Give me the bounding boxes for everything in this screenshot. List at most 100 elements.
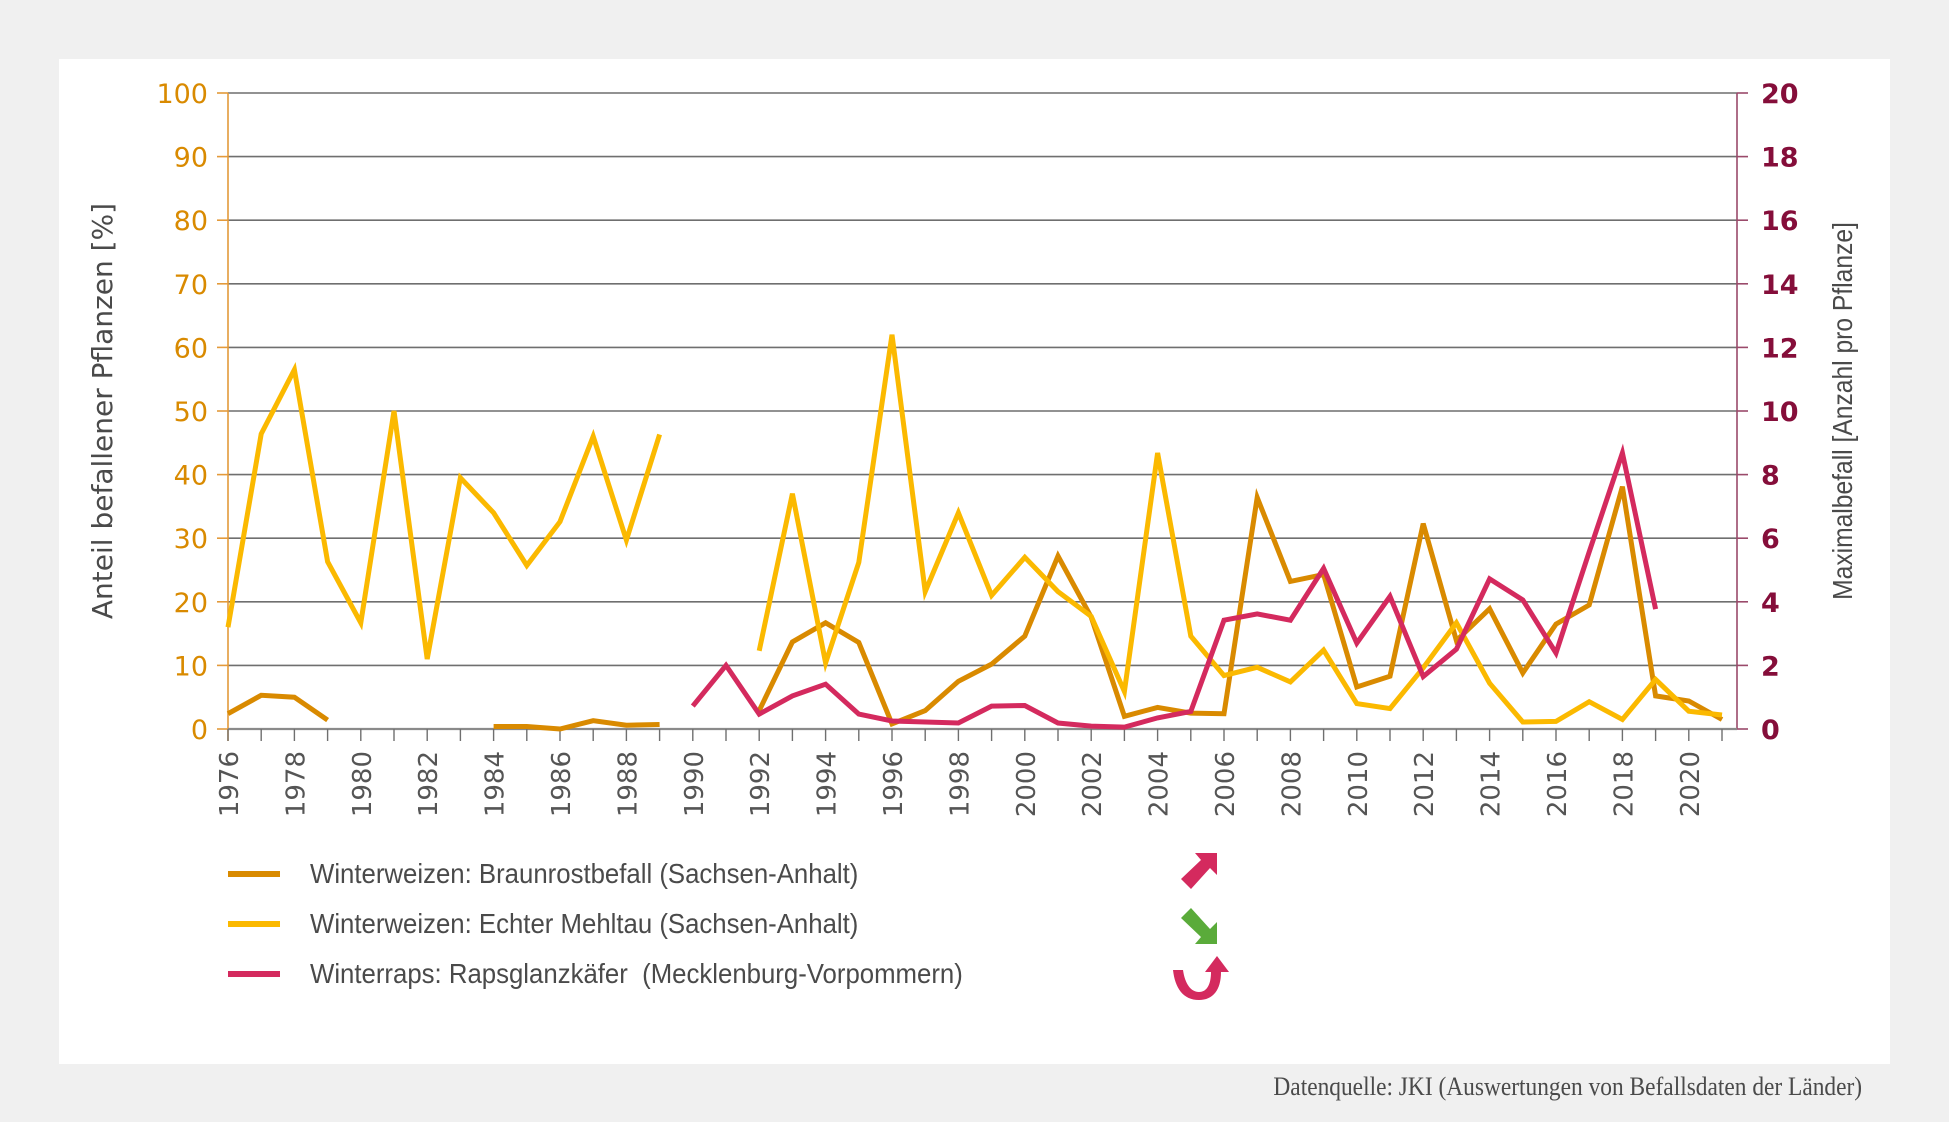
x-axis-tick-label: 1984 — [481, 751, 511, 817]
data-point — [1421, 521, 1426, 526]
x-axis-tick-label: 1998 — [945, 751, 975, 817]
data-point — [823, 620, 828, 625]
data-point — [657, 722, 662, 727]
data-point — [524, 563, 529, 568]
data-point — [1388, 706, 1393, 711]
left-axis-tick-label: 70 — [174, 270, 208, 301]
data-point — [1222, 711, 1227, 716]
data-point — [1487, 576, 1492, 581]
data-point — [1022, 555, 1027, 560]
x-axis-tick-label: 1990 — [680, 751, 710, 817]
data-point — [657, 432, 662, 437]
data-point — [1487, 681, 1492, 686]
left-axis-tick-label: 20 — [174, 588, 208, 619]
data-point — [1354, 685, 1359, 690]
x-axis-tick-label: 2012 — [1410, 751, 1440, 817]
left-axis-tick-label: 0 — [191, 715, 208, 746]
data-point — [1155, 705, 1160, 710]
data-point — [1321, 566, 1326, 571]
right-axis-tick-label: 18 — [1761, 143, 1799, 174]
data-point — [392, 409, 397, 414]
x-axis-tick-label: 2018 — [1609, 751, 1639, 817]
data-point — [624, 538, 629, 543]
data-point — [1620, 451, 1625, 456]
line-chart: 0102030405060708090100024681012141618201… — [86, 79, 1858, 817]
right-axis-tick-label: 2 — [1761, 651, 1780, 682]
right-axis-tick-label: 14 — [1761, 270, 1799, 301]
data-point — [1122, 725, 1127, 730]
x-axis-tick-label: 2010 — [1344, 751, 1374, 817]
data-point — [1520, 671, 1525, 676]
data-point — [1454, 620, 1459, 625]
data-point — [325, 718, 330, 723]
data-point — [558, 519, 563, 524]
x-axis-tick-label: 1994 — [813, 751, 843, 817]
data-source-note: Datenquelle: JKI (Auswertungen von Befal… — [1273, 1072, 1862, 1101]
axis-labels: 0102030405060708090100024681012141618201… — [156, 79, 1798, 817]
data-point — [1022, 703, 1027, 708]
right-axis-tick-label: 0 — [1761, 715, 1780, 746]
series-line-3 — [690, 443, 1659, 730]
right-axis-tick-label: 6 — [1761, 524, 1780, 555]
data-point — [1520, 597, 1525, 602]
data-point — [591, 718, 596, 723]
data-point — [1188, 634, 1193, 639]
chart-panel: 0 10 20 30 40 50 60 70 80 90 100 0 2 4 6 8 10 12 14 16 18 20 1… — [59, 59, 1890, 1101]
legend-label: Winterraps: Rapsglanzkäfer (Mecklenburg-… — [310, 958, 963, 989]
x-axis-tick-label: 2014 — [1477, 751, 1507, 817]
left-axis-tick-label: 60 — [174, 333, 208, 364]
data-point — [1222, 618, 1227, 623]
data-point — [358, 620, 363, 625]
data-point — [1487, 606, 1492, 611]
right-axis-tick-label: 20 — [1761, 79, 1799, 110]
legend-label: Winterweizen: Echter Mehltau (Sachsen-An… — [310, 908, 859, 939]
x-axis-tick-label: 1986 — [547, 751, 577, 817]
data-point — [591, 434, 596, 439]
legend-swatch-braunrost — [228, 871, 280, 877]
data-point — [1255, 611, 1260, 616]
left-axis-tick-label: 50 — [174, 397, 208, 428]
legend-item-rapsglanzkaefer: Winterraps: Rapsglanzkäfer (Mecklenburg-… — [228, 954, 1228, 994]
data-point — [1620, 717, 1625, 722]
x-axis-tick-label: 2002 — [1078, 751, 1108, 817]
data-point — [856, 640, 861, 645]
data-point — [823, 682, 828, 687]
right-axis-tick-label: 8 — [1761, 461, 1780, 492]
series-line-2 — [225, 361, 662, 660]
data-point — [1554, 719, 1559, 724]
series-line-1 — [756, 486, 1724, 728]
gridlines — [228, 92, 1737, 667]
data-point — [923, 720, 928, 725]
data-point — [1587, 603, 1592, 608]
data-point — [1554, 622, 1559, 627]
x-axis-tick-label: 2008 — [1277, 751, 1307, 817]
data-point — [1653, 607, 1658, 612]
data-point — [823, 660, 828, 665]
left-axis-tick-label: 10 — [174, 651, 208, 682]
right-axis-tick-label: 16 — [1761, 206, 1799, 237]
data-point — [1056, 589, 1061, 594]
data-point — [1122, 689, 1127, 694]
data-point — [1354, 701, 1359, 706]
data-point — [1587, 699, 1592, 704]
data-point — [1321, 648, 1326, 653]
x-axis-tick-label: 2004 — [1145, 751, 1175, 817]
right-axis-tick-label: 12 — [1761, 333, 1799, 364]
left-axis-tick-label: 40 — [174, 461, 208, 492]
data-point — [989, 662, 994, 667]
x-axis-tick-label: 2000 — [1012, 751, 1042, 817]
data-point — [558, 727, 563, 732]
x-axis-tick-label: 2016 — [1543, 751, 1573, 817]
axes — [217, 92, 1748, 741]
left-axis-tick-label: 100 — [156, 79, 208, 110]
data-point — [1686, 699, 1691, 704]
left-axis-tick-label: 90 — [174, 143, 208, 174]
data-point — [292, 367, 297, 372]
arrow-up-right-icon — [1181, 853, 1217, 889]
data-point — [524, 724, 529, 729]
data-point — [1155, 451, 1160, 456]
data-point — [989, 704, 994, 709]
data-point — [890, 332, 895, 337]
arrow-down-right-icon — [1181, 908, 1217, 944]
data-point — [1022, 634, 1027, 639]
